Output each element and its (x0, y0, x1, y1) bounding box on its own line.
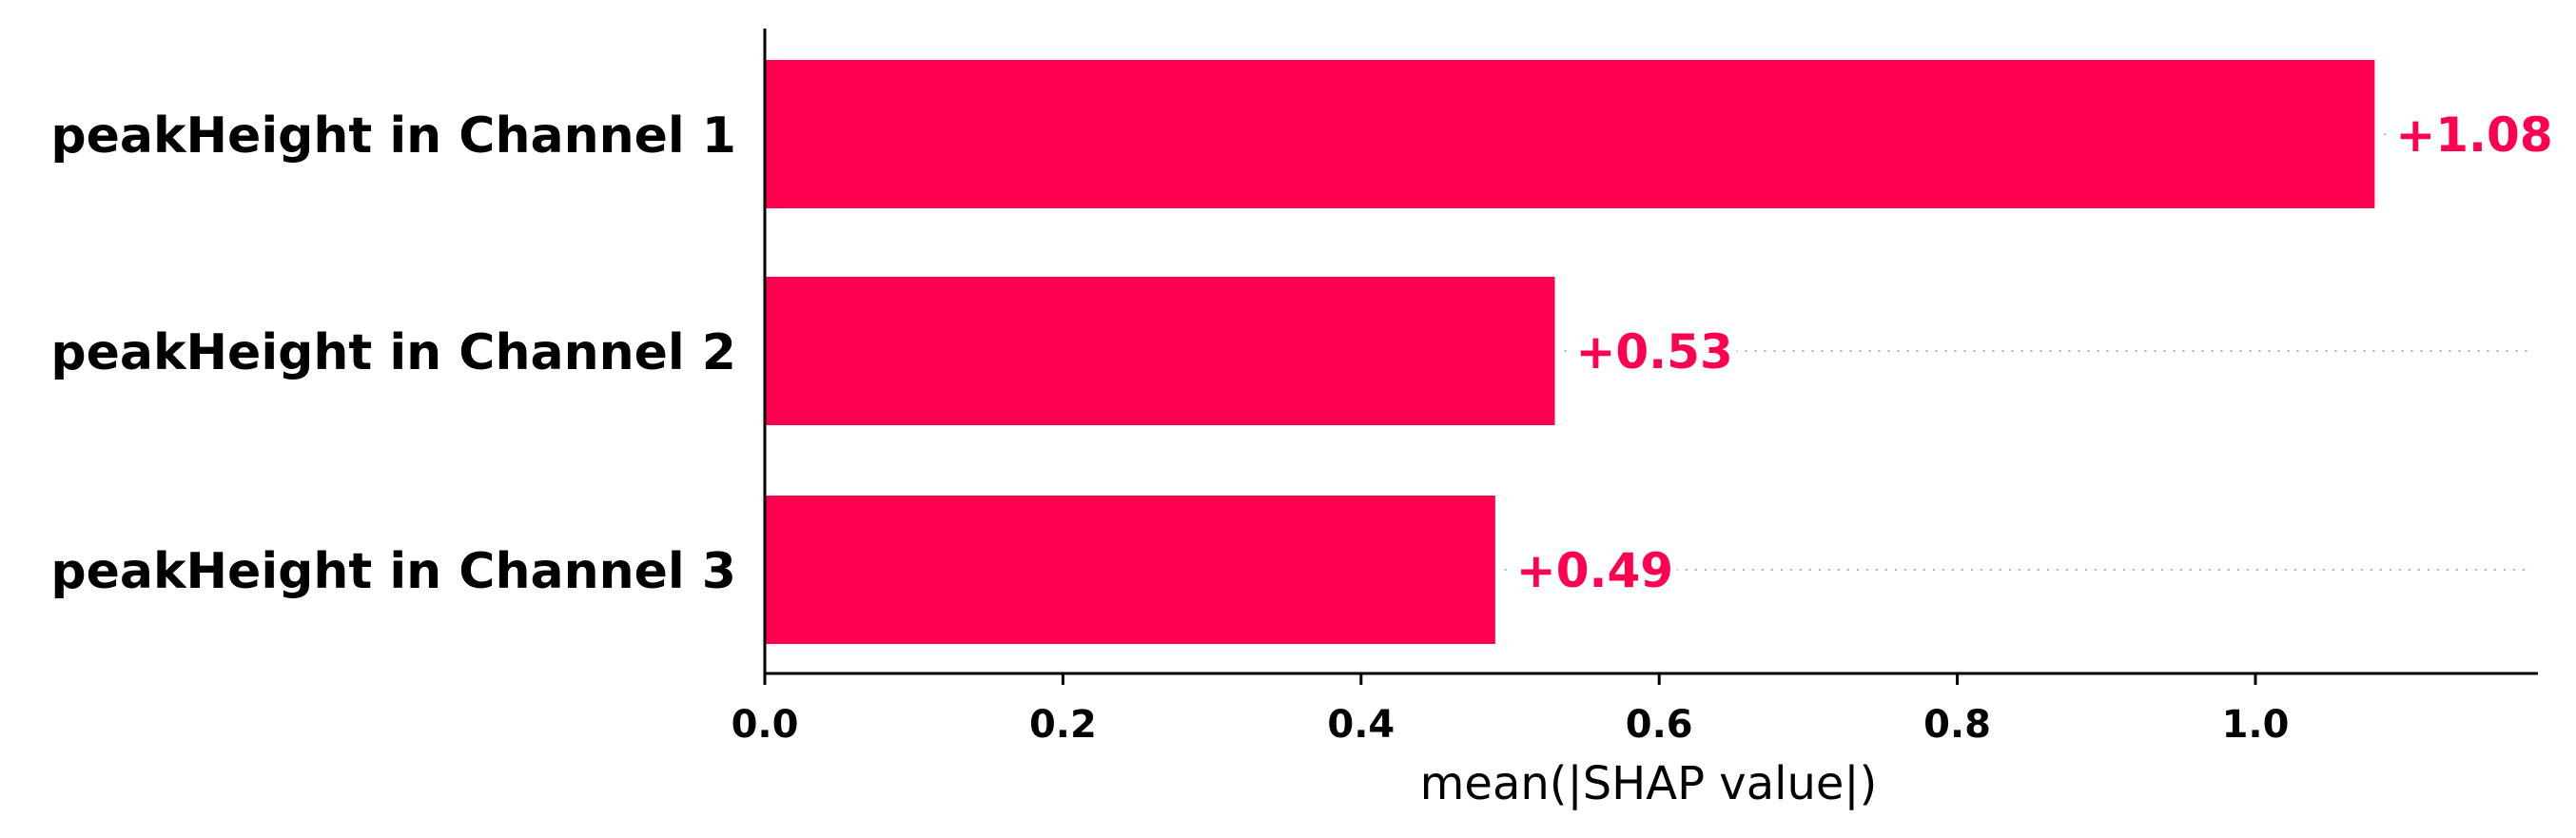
value-label-background (2386, 106, 2557, 163)
value-labels: +1.08 +0.53 +0.49 (1506, 106, 2557, 598)
x-tick-label: 0.4 (1327, 703, 1395, 747)
x-tick-label: 0.8 (1923, 703, 1991, 747)
value-label-background (1566, 322, 1737, 380)
category-label: peakHeight in Channel 2 (50, 324, 736, 381)
value-label: +1.08 (2395, 107, 2552, 163)
value-label: +0.49 (1516, 543, 1673, 598)
x-tick-label: 0.6 (1626, 703, 1693, 747)
x-axis-title: mean(|SHAP value|) (1420, 757, 1878, 810)
x-tick-label: 0.2 (1029, 703, 1097, 747)
x-axis-ticks: 0.0 0.2 0.4 0.6 0.8 1.0 (732, 673, 2290, 747)
value-label: +0.53 (1576, 324, 1733, 380)
category-labels: peakHeight in Channel 1 peakHeight in Cha… (50, 107, 736, 600)
bar (765, 277, 1555, 425)
x-tick-label: 0.0 (732, 703, 799, 747)
bar (765, 60, 2375, 208)
bars (765, 60, 2375, 644)
value-label-background (1506, 541, 1677, 598)
x-tick-label: 1.0 (2222, 703, 2290, 747)
category-label: peakHeight in Channel 1 (50, 107, 736, 165)
category-label: peakHeight in Channel 3 (50, 543, 736, 600)
bar (765, 496, 1495, 644)
